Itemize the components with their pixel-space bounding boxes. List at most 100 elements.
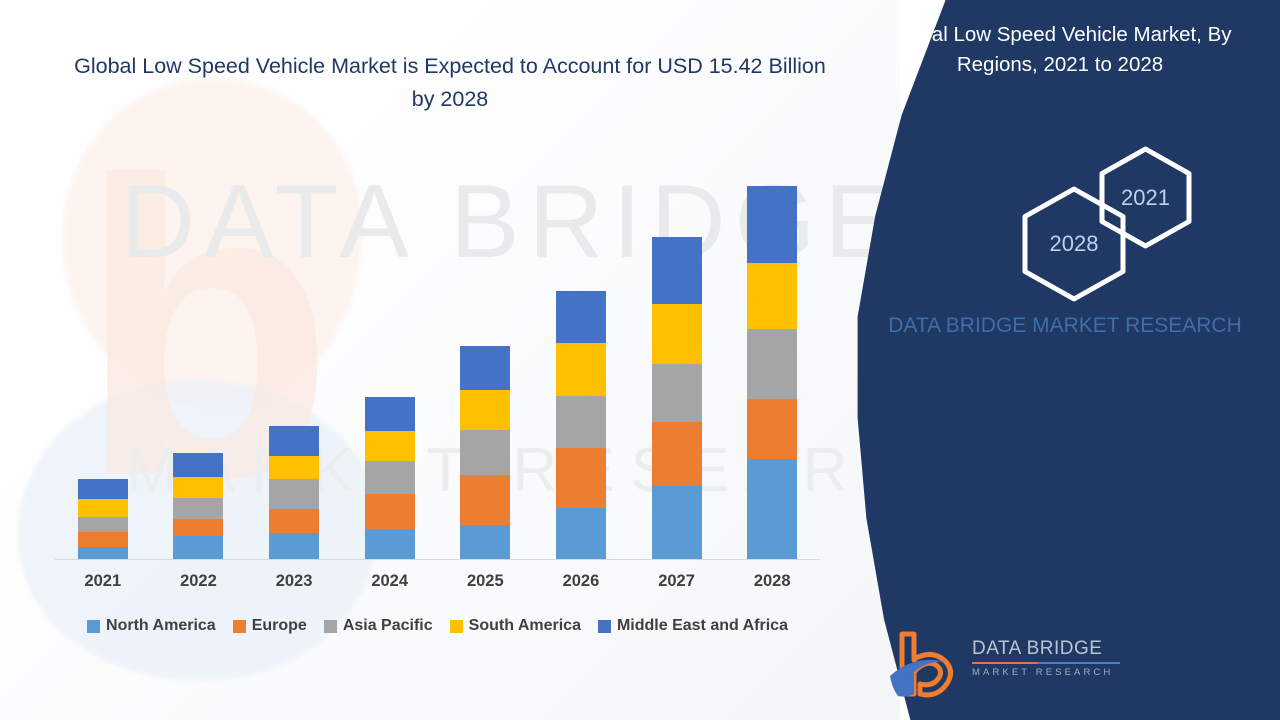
company-logo: DATA BRIDGE MARKET RESEARCH	[880, 628, 1120, 704]
x-axis-label: 2028	[753, 572, 791, 590]
stacked-bar	[269, 426, 320, 559]
bar-segment	[77, 532, 128, 547]
x-axis-label: 2027	[658, 572, 695, 590]
bar-segment	[364, 494, 415, 529]
bar-segment	[173, 519, 224, 536]
bar-segment	[364, 397, 415, 431]
logo-divider	[972, 662, 1120, 664]
bar-segment	[173, 536, 224, 559]
bar-segment	[364, 529, 415, 559]
bar-segment	[651, 486, 702, 559]
bar-segment	[460, 430, 511, 475]
bar-column	[55, 150, 151, 559]
bar-segment	[651, 364, 702, 422]
bar-segment	[460, 525, 511, 559]
bar-segment	[555, 343, 606, 396]
logo-title: DATA BRIDGE	[972, 638, 1103, 659]
bar-segment	[364, 461, 415, 494]
x-axis-labels: 2021 2022 2023 2024 2025 2026 2027 2028	[55, 572, 820, 591]
legend-item[interactable]: South America	[449, 617, 581, 635]
legend-item[interactable]: North America	[87, 617, 216, 635]
bar-segment	[77, 517, 128, 532]
data-bridge-logo-icon	[890, 631, 953, 698]
bar-group	[55, 150, 820, 559]
bar-segment	[651, 237, 702, 304]
bar-segment	[555, 291, 606, 343]
bar-segment	[173, 498, 224, 519]
x-axis-label: 2026	[562, 572, 600, 590]
chart-legend: North America Europe Asia Pacific South Ame…	[55, 617, 820, 635]
bar-column	[342, 150, 438, 559]
bar-segment	[555, 508, 606, 559]
hexagon-end-year-label: 2028	[1049, 231, 1099, 256]
hexagon-group: 2021 2028	[858, 140, 1280, 302]
bar-segment	[460, 390, 511, 430]
stacked-bar	[173, 453, 224, 559]
chart-panel: b DATA BRIDGE MARKET RESEARCH Global Low…	[0, 0, 900, 720]
bar-segment	[173, 477, 224, 498]
logo-wordmark: DATA BRIDGE MARKET RESEARCH	[972, 638, 1122, 678]
x-axis-label: 2025	[466, 572, 504, 590]
bar-segment	[364, 431, 415, 461]
legend-label: North America	[106, 617, 216, 634]
bar-segment	[77, 547, 128, 559]
background-blob-orange	[62, 78, 362, 408]
chart-title: Global Low Speed Vehicle Market is Expec…	[74, 54, 826, 111]
legend-label: Middle East and Africa	[616, 617, 788, 634]
bar-column	[533, 150, 629, 559]
legend-item[interactable]: Europe	[232, 617, 307, 635]
hexagon-outline-icon	[1022, 186, 1126, 302]
brand-name: DATA BRIDGE MARKET RESEARCH	[888, 314, 1242, 337]
bar-segment	[747, 186, 798, 263]
stacked-bar	[555, 291, 606, 559]
legend-item[interactable]: Asia Pacific	[323, 617, 433, 635]
bar-segment	[747, 329, 798, 399]
logo-divider-left	[972, 662, 1038, 664]
bar-segment	[269, 456, 320, 479]
x-axis-label: 2021	[84, 572, 122, 590]
brand-panel-title: Global Low Speed Vehicle Market, By Regi…	[888, 23, 1232, 76]
bar-segment	[555, 396, 606, 448]
bar-segment	[651, 304, 702, 364]
bar-segment	[747, 459, 798, 559]
bar-column	[246, 150, 342, 559]
bar-segment	[269, 479, 320, 509]
x-axis-label: 2024	[371, 572, 409, 590]
legend-label: Asia Pacific	[342, 617, 433, 634]
bar-segment	[173, 453, 224, 477]
legend-swatch-icon	[597, 619, 611, 633]
bar-segment	[269, 426, 320, 456]
hexagon-end-year: 2028	[1015, 185, 1133, 303]
bar-segment	[460, 475, 511, 525]
bar-segment	[269, 509, 320, 533]
bar-segment	[747, 399, 798, 459]
bar-column	[151, 150, 247, 559]
legend-label: South America	[468, 617, 581, 634]
logo-subtitle: MARKET RESEARCH	[972, 667, 1114, 678]
bar-segment	[747, 263, 798, 329]
bar-column	[438, 150, 534, 559]
legend-item[interactable]: Middle East and Africa	[597, 617, 788, 635]
hexagon-start-year-label: 2021	[1121, 184, 1170, 210]
stacked-bar	[460, 346, 511, 559]
bar-segment	[460, 346, 511, 390]
legend-label: Europe	[251, 617, 307, 634]
legend-swatch-icon	[449, 619, 463, 633]
stacked-bar	[77, 479, 128, 559]
legend-swatch-icon	[232, 619, 246, 633]
brand-panel: Global Low Speed Vehicle Market, By Regi…	[857, 0, 1280, 720]
bar-column	[629, 150, 725, 559]
bar-segment	[269, 533, 320, 559]
stacked-bar	[651, 237, 702, 559]
x-axis-label: 2022	[180, 572, 217, 590]
hexagon-start-year: 2021	[1093, 145, 1198, 250]
hexagon-outline-icon	[1099, 146, 1192, 249]
legend-swatch-icon	[87, 619, 101, 633]
stacked-bar	[747, 186, 798, 559]
plot-area	[55, 150, 820, 560]
bar-column	[724, 150, 820, 559]
legend-swatch-icon	[323, 619, 337, 633]
bar-segment	[77, 479, 128, 499]
x-axis-label: 2023	[275, 572, 313, 590]
